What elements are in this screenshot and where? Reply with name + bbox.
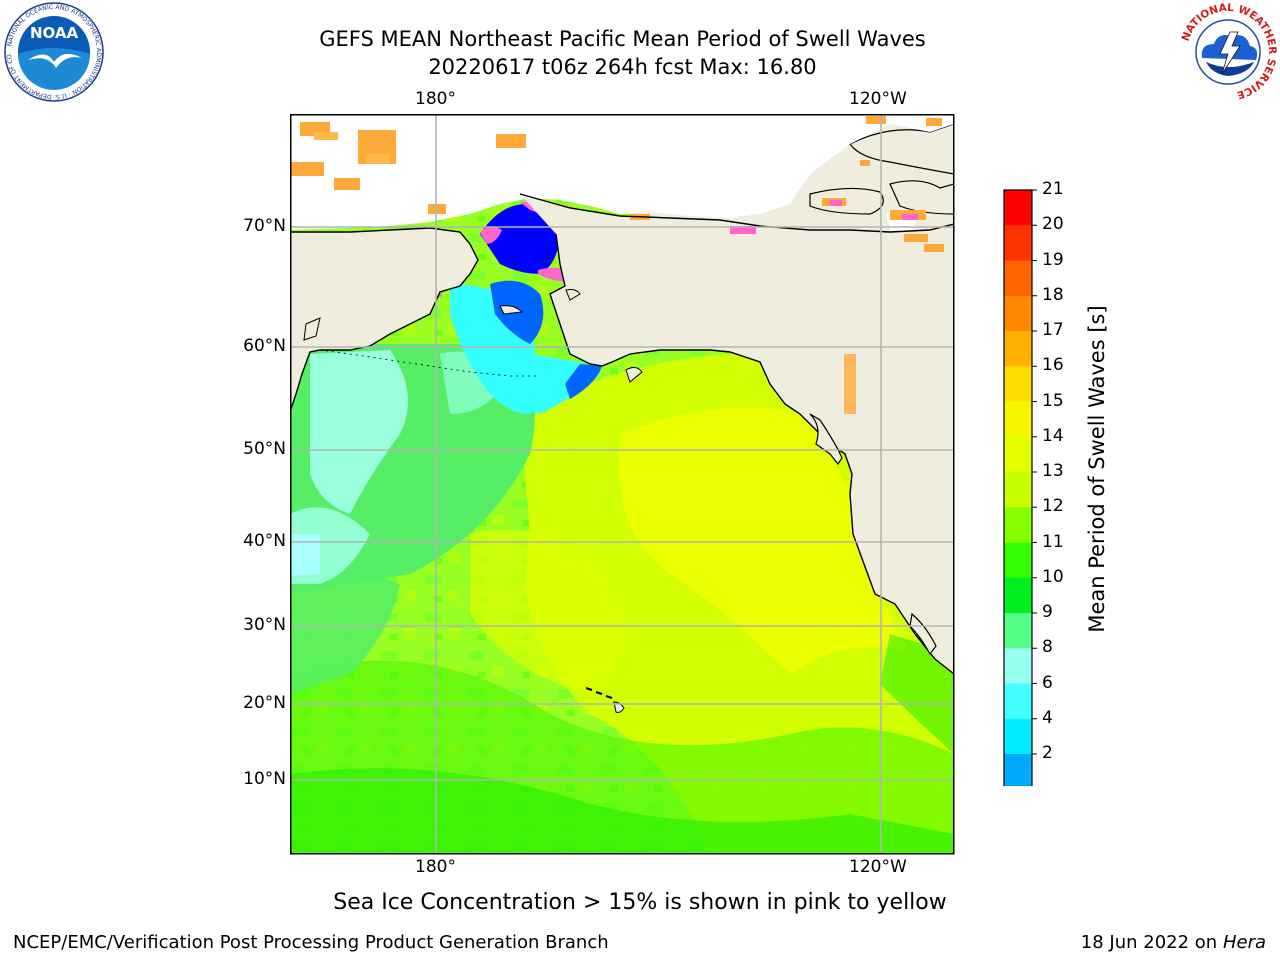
lat-label-40n: 40°N	[243, 531, 286, 551]
footer-date-text: 18 Jun 2022 on	[1080, 932, 1218, 953]
colorbar-tick-label: 12	[1042, 496, 1064, 517]
sea-ice-note: Sea Ice Concentration > 15% is shown in …	[333, 890, 947, 915]
colorbar-segment	[1004, 295, 1032, 332]
colorbar-segment	[1004, 225, 1032, 261]
svg-text:NOAA: NOAA	[30, 24, 79, 42]
colorbar-tick-label: 20	[1042, 214, 1064, 235]
lon-label-top-180: 180°	[415, 89, 456, 109]
colorbar-tick-label: 9	[1042, 602, 1053, 622]
lat-label-20n: 20°N	[243, 693, 286, 713]
colorbar-segment	[1004, 436, 1032, 473]
footer-date: 18 Jun 2022 on Hera	[1081, 932, 1266, 953]
colorbar-tick-label: 2	[1042, 743, 1053, 763]
lon-label-bottom-120w: 120°W	[849, 857, 907, 877]
colorbar-segment	[1004, 648, 1032, 684]
colorbar-segment	[1004, 754, 1032, 786]
colorbar-label: Mean Period of Swell Waves [s]	[1085, 305, 1109, 633]
colorbar-tick-label: 4	[1042, 707, 1053, 728]
lon-label-bottom-180: 180°	[415, 857, 456, 877]
colorbar-tick-label: 11	[1042, 531, 1064, 552]
colorbar-segment	[1004, 507, 1032, 543]
footer-system: Hera	[1222, 932, 1266, 953]
lat-label-70n: 70°N	[243, 216, 286, 236]
colorbar-tick-label: 17	[1042, 320, 1064, 340]
footer-credit: NCEP/EMC/Verification Post Processing Pr…	[13, 932, 609, 953]
lat-label-30n: 30°N	[243, 615, 286, 635]
lat-label-10n: 10°N	[243, 769, 286, 789]
colorbar-segment	[1004, 190, 1032, 226]
noaa-logo: NATIONAL OCEANIC AND ATMOSPHERIC ADMINIS…	[4, 2, 104, 102]
lat-label-60n: 60°N	[243, 336, 286, 356]
colorbar-tick-label: 16	[1042, 355, 1064, 376]
colorbar-tick-label: 15	[1042, 390, 1064, 411]
lat-label-50n: 50°N	[243, 439, 286, 459]
colorbar-segment	[1004, 683, 1032, 720]
colorbar-tick-label: 8	[1042, 637, 1053, 658]
colorbar-tick-label: 21	[1042, 179, 1064, 199]
colorbar-tick-label: 13	[1042, 461, 1064, 481]
colorbar-segment	[1004, 331, 1032, 367]
colorbar-tick-label: 14	[1042, 425, 1064, 446]
colorbar-segment	[1004, 366, 1032, 402]
swell-period-map	[290, 114, 955, 855]
chart-title: GEFS MEAN Northeast Pacific Mean Period …	[319, 27, 926, 51]
colorbar-segment	[1004, 613, 1032, 649]
colorbar-segment	[1004, 577, 1032, 614]
colorbar-tick-label: 6	[1042, 672, 1053, 693]
colorbar-segment	[1004, 542, 1032, 579]
colorbar-tick-label: 18	[1042, 284, 1064, 305]
lon-label-top-120w: 120°W	[849, 89, 907, 109]
nws-logo: NATIONAL WEATHER SERVICE	[1180, 2, 1278, 101]
colorbar-segment	[1004, 472, 1032, 508]
colorbar-segment	[1004, 718, 1032, 755]
colorbar-tick-label: 10	[1042, 566, 1064, 587]
colorbar-tick-label: 19	[1042, 249, 1064, 270]
colorbar-segment	[1004, 260, 1032, 297]
colorbar-segment	[1004, 401, 1032, 438]
colorbar	[1003, 189, 1037, 786]
chart-subtitle: 20220617 t06z 264h fcst Max: 16.80	[428, 55, 817, 79]
